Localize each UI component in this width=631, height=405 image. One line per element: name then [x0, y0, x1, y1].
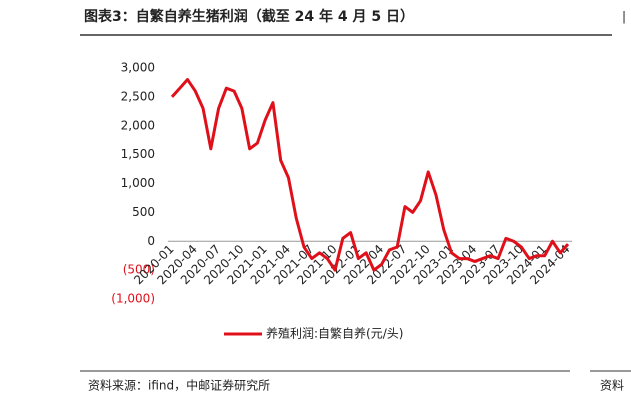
y-tick-label: 2,500: [121, 89, 155, 103]
y-tick-label: 2,000: [121, 118, 155, 132]
y-tick-label: (1,000): [111, 292, 155, 306]
side-source-note: 资料: [600, 379, 624, 393]
source-note: 资料来源：ifind，中邮证券研究所: [88, 378, 270, 393]
legend-label: 养殖利润:自繁自养(元/头): [266, 326, 403, 341]
line-series: [170, 78, 570, 272]
y-tick-label: 1,500: [121, 147, 155, 161]
y-tick-label: (500): [123, 263, 155, 277]
y-tick-label: 500: [132, 205, 155, 219]
y-tick-label: 1,000: [121, 176, 155, 190]
y-tick-label: 3,000: [121, 61, 155, 75]
y-tick-label: 0: [147, 234, 155, 248]
chart-title: 图表3：自繁自养生猪利润（截至 24 年 4 月 5 日）: [84, 8, 414, 25]
cropped-neighbor: |: [622, 10, 626, 24]
